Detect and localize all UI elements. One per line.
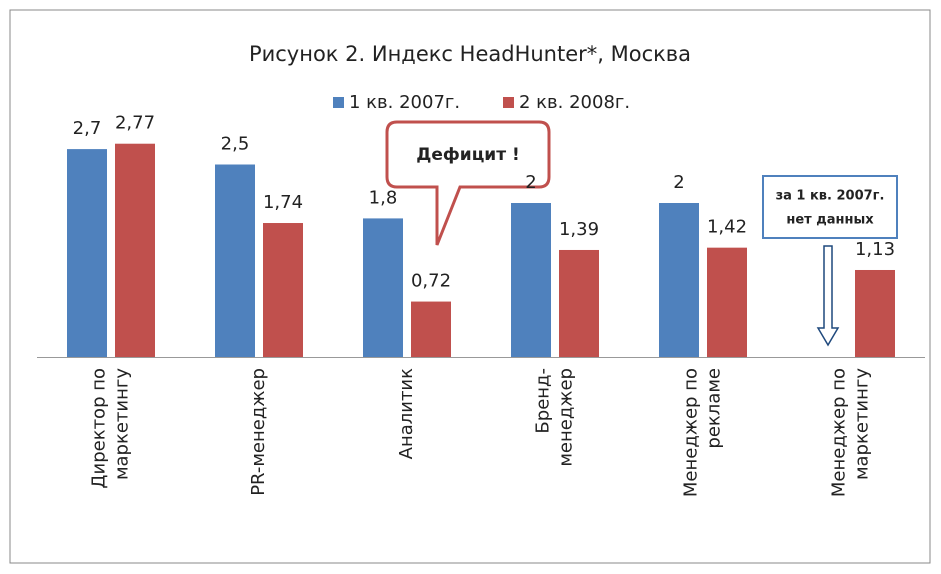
bar (659, 203, 699, 357)
x-tick-label: менеджер (556, 368, 577, 467)
bar (263, 223, 303, 357)
x-tick-label: Аналитик (396, 368, 417, 459)
callout-text: Дефицит ! (416, 145, 520, 165)
data-label: 1,74 (263, 192, 303, 213)
callout (385, 120, 551, 246)
x-tick-label: Менеджер по (681, 368, 702, 497)
data-label: 2 (525, 172, 536, 193)
note-text: за 1 кв. 2007г. (776, 189, 885, 204)
legend-swatch (333, 97, 344, 108)
legend-swatch (503, 97, 514, 108)
bar (511, 203, 551, 357)
data-label: 1,42 (707, 217, 747, 238)
x-tick-label: маркетингу (852, 368, 873, 480)
legend-label: 1 кв. 2007г. (349, 92, 460, 113)
bar (411, 301, 451, 357)
data-label: 2 (673, 172, 684, 193)
data-label: 0,72 (411, 271, 451, 292)
x-tick-label: Менеджер по (829, 368, 850, 497)
chart-title: Рисунок 2. Индекс HeadHunter*, Москва (249, 42, 691, 66)
arrow (816, 245, 840, 347)
bar (215, 164, 255, 357)
x-tick-label: Директор по (89, 368, 110, 489)
x-tick-label: PR-менеджер (248, 368, 269, 496)
x-tick-label: рекламе (704, 368, 725, 449)
note-box (762, 175, 898, 239)
x-tick-label: маркетингу (112, 368, 133, 480)
bar (855, 269, 895, 357)
bar (559, 249, 599, 357)
data-label: 2,7 (73, 118, 102, 139)
data-label: 1,13 (855, 239, 895, 260)
legend-label: 2 кв. 2008г. (519, 92, 630, 113)
data-label: 1,39 (559, 219, 599, 240)
bar (707, 247, 747, 357)
note-text: нет данных (786, 213, 874, 228)
bar (67, 149, 107, 357)
x-tick-label: Бренд- (533, 368, 554, 434)
data-label: 2,5 (221, 134, 250, 155)
bar (115, 143, 155, 357)
data-label: 1,8 (369, 187, 398, 208)
chart-frame (9, 9, 931, 564)
data-label: 2,77 (115, 113, 155, 134)
bar (363, 218, 403, 357)
